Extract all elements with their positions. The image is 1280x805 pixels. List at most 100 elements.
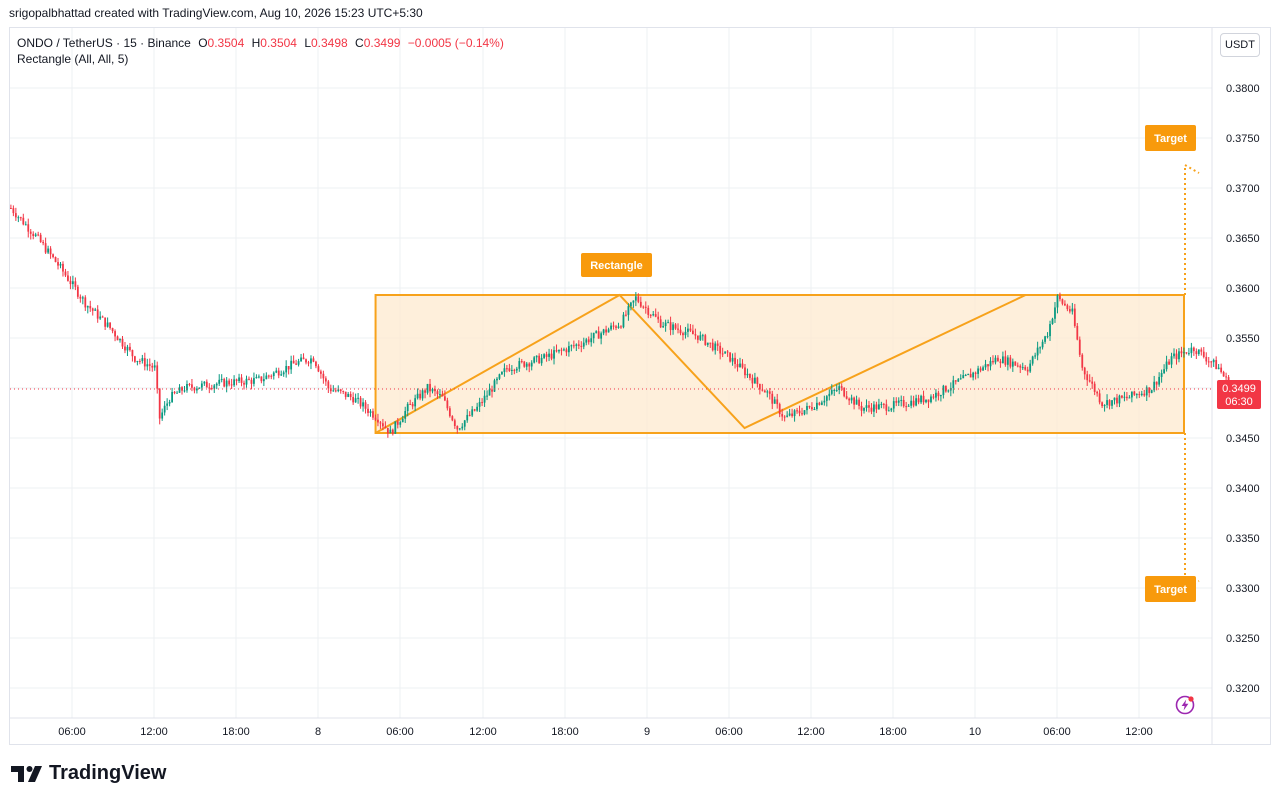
candle[interactable] bbox=[486, 395, 488, 397]
candle[interactable] bbox=[1121, 395, 1123, 398]
candle[interactable] bbox=[1041, 341, 1044, 348]
candle[interactable] bbox=[853, 397, 855, 405]
candle[interactable] bbox=[719, 345, 722, 354]
candle[interactable] bbox=[258, 376, 260, 378]
candle[interactable] bbox=[1160, 373, 1163, 377]
candle[interactable] bbox=[932, 396, 935, 398]
candle[interactable] bbox=[994, 357, 997, 363]
candle[interactable] bbox=[1068, 309, 1071, 312]
candle[interactable] bbox=[595, 331, 598, 333]
candle[interactable] bbox=[927, 399, 930, 403]
candle[interactable] bbox=[153, 365, 156, 368]
candle[interactable] bbox=[183, 390, 186, 392]
candle[interactable] bbox=[1029, 363, 1032, 372]
candle[interactable] bbox=[64, 271, 67, 276]
candle[interactable] bbox=[689, 328, 692, 331]
candle[interactable] bbox=[885, 404, 888, 411]
candle[interactable] bbox=[1212, 359, 1215, 363]
candle[interactable] bbox=[930, 396, 932, 403]
candle[interactable] bbox=[597, 331, 600, 339]
candle[interactable] bbox=[820, 402, 823, 405]
candle[interactable] bbox=[37, 234, 40, 236]
candle[interactable] bbox=[210, 388, 213, 390]
candle[interactable] bbox=[615, 326, 617, 328]
candle[interactable] bbox=[347, 393, 350, 397]
candle[interactable] bbox=[337, 389, 340, 392]
candle[interactable] bbox=[225, 380, 228, 387]
candle[interactable] bbox=[917, 398, 920, 403]
candle[interactable] bbox=[952, 380, 955, 388]
candle[interactable] bbox=[550, 353, 553, 359]
candle[interactable] bbox=[585, 339, 588, 343]
candle[interactable] bbox=[1148, 387, 1151, 393]
candle[interactable] bbox=[880, 403, 883, 405]
candle[interactable] bbox=[191, 384, 193, 388]
candle[interactable] bbox=[401, 418, 404, 423]
candle[interactable] bbox=[1098, 393, 1101, 403]
candle[interactable] bbox=[163, 405, 166, 413]
candle[interactable] bbox=[1200, 349, 1203, 352]
candle[interactable] bbox=[520, 361, 523, 363]
candle[interactable] bbox=[280, 374, 283, 376]
candle[interactable] bbox=[860, 405, 863, 411]
candle[interactable] bbox=[1133, 391, 1136, 395]
candle[interactable] bbox=[1126, 396, 1128, 399]
candle[interactable] bbox=[1130, 391, 1133, 398]
candle[interactable] bbox=[421, 390, 424, 399]
candle[interactable] bbox=[391, 429, 394, 434]
candle[interactable] bbox=[1168, 361, 1170, 365]
candle[interactable] bbox=[94, 309, 97, 311]
candle[interactable] bbox=[982, 367, 984, 371]
candle[interactable] bbox=[483, 395, 486, 403]
candle[interactable] bbox=[647, 307, 650, 315]
candle[interactable] bbox=[761, 389, 764, 391]
candle[interactable] bbox=[525, 363, 528, 367]
candle[interactable] bbox=[1049, 324, 1051, 337]
candle[interactable] bbox=[1222, 372, 1225, 377]
candle[interactable] bbox=[478, 402, 481, 407]
candle[interactable] bbox=[17, 217, 20, 219]
candle[interactable] bbox=[565, 349, 568, 353]
candle[interactable] bbox=[925, 399, 927, 403]
candle[interactable] bbox=[801, 413, 803, 415]
candle[interactable] bbox=[1071, 308, 1074, 312]
candle[interactable] bbox=[1128, 397, 1131, 399]
candle[interactable] bbox=[414, 398, 417, 407]
candle[interactable] bbox=[977, 368, 979, 374]
candle[interactable] bbox=[835, 389, 838, 391]
candle[interactable] bbox=[972, 372, 975, 378]
rectangle-label-bg[interactable] bbox=[581, 253, 652, 277]
candle[interactable] bbox=[332, 390, 335, 392]
candle[interactable] bbox=[503, 368, 506, 372]
candle[interactable] bbox=[679, 329, 682, 334]
candle[interactable] bbox=[845, 396, 848, 399]
candle[interactable] bbox=[736, 364, 739, 368]
candle[interactable] bbox=[922, 395, 925, 403]
candle[interactable] bbox=[1061, 299, 1064, 304]
candle[interactable] bbox=[806, 406, 808, 411]
candle[interactable] bbox=[1026, 369, 1029, 372]
candle[interactable] bbox=[354, 398, 357, 403]
candle[interactable] bbox=[696, 335, 699, 340]
candle[interactable] bbox=[513, 369, 516, 371]
candle[interactable] bbox=[1014, 361, 1017, 366]
candle[interactable] bbox=[76, 286, 79, 297]
candle[interactable] bbox=[887, 410, 890, 412]
candle[interactable] bbox=[312, 358, 315, 362]
candle[interactable] bbox=[902, 399, 905, 407]
candle[interactable] bbox=[709, 342, 712, 344]
candle[interactable] bbox=[1123, 396, 1126, 398]
candle[interactable] bbox=[865, 405, 868, 408]
candle[interactable] bbox=[659, 319, 662, 328]
candle[interactable] bbox=[1009, 357, 1012, 367]
candle[interactable] bbox=[600, 333, 603, 339]
candle[interactable] bbox=[942, 385, 945, 396]
candle[interactable] bbox=[134, 356, 136, 362]
candle[interactable] bbox=[625, 314, 627, 316]
candle[interactable] bbox=[253, 378, 255, 384]
candle[interactable] bbox=[307, 362, 310, 364]
candle[interactable] bbox=[1046, 336, 1049, 338]
candle[interactable] bbox=[610, 325, 612, 330]
candle[interactable] bbox=[999, 361, 1002, 364]
candle[interactable] bbox=[248, 378, 250, 380]
